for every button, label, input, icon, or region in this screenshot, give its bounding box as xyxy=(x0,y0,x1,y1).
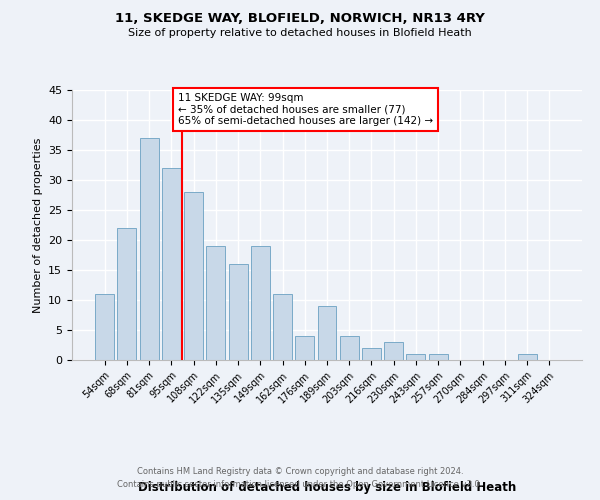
Bar xyxy=(140,138,158,360)
Bar xyxy=(340,336,359,360)
Bar xyxy=(251,246,270,360)
Y-axis label: Number of detached properties: Number of detached properties xyxy=(32,138,43,312)
Bar xyxy=(429,354,448,360)
Bar xyxy=(95,294,114,360)
Bar xyxy=(206,246,225,360)
Text: Contains HM Land Registry data © Crown copyright and database right 2024.: Contains HM Land Registry data © Crown c… xyxy=(137,467,463,476)
Bar xyxy=(229,264,248,360)
Bar xyxy=(518,354,536,360)
Text: 11, SKEDGE WAY, BLOFIELD, NORWICH, NR13 4RY: 11, SKEDGE WAY, BLOFIELD, NORWICH, NR13 … xyxy=(115,12,485,26)
Bar xyxy=(317,306,337,360)
Bar xyxy=(184,192,203,360)
Bar xyxy=(384,342,403,360)
Bar xyxy=(118,228,136,360)
Text: Contains public sector information licensed under the Open Government Licence v3: Contains public sector information licen… xyxy=(118,480,482,489)
Bar xyxy=(406,354,425,360)
X-axis label: Distribution of detached houses by size in Blofield Heath: Distribution of detached houses by size … xyxy=(138,481,516,494)
Bar xyxy=(295,336,314,360)
Bar xyxy=(162,168,181,360)
Text: 11 SKEDGE WAY: 99sqm
← 35% of detached houses are smaller (77)
65% of semi-detac: 11 SKEDGE WAY: 99sqm ← 35% of detached h… xyxy=(178,93,433,126)
Bar xyxy=(362,348,381,360)
Text: Size of property relative to detached houses in Blofield Heath: Size of property relative to detached ho… xyxy=(128,28,472,38)
Bar xyxy=(273,294,292,360)
